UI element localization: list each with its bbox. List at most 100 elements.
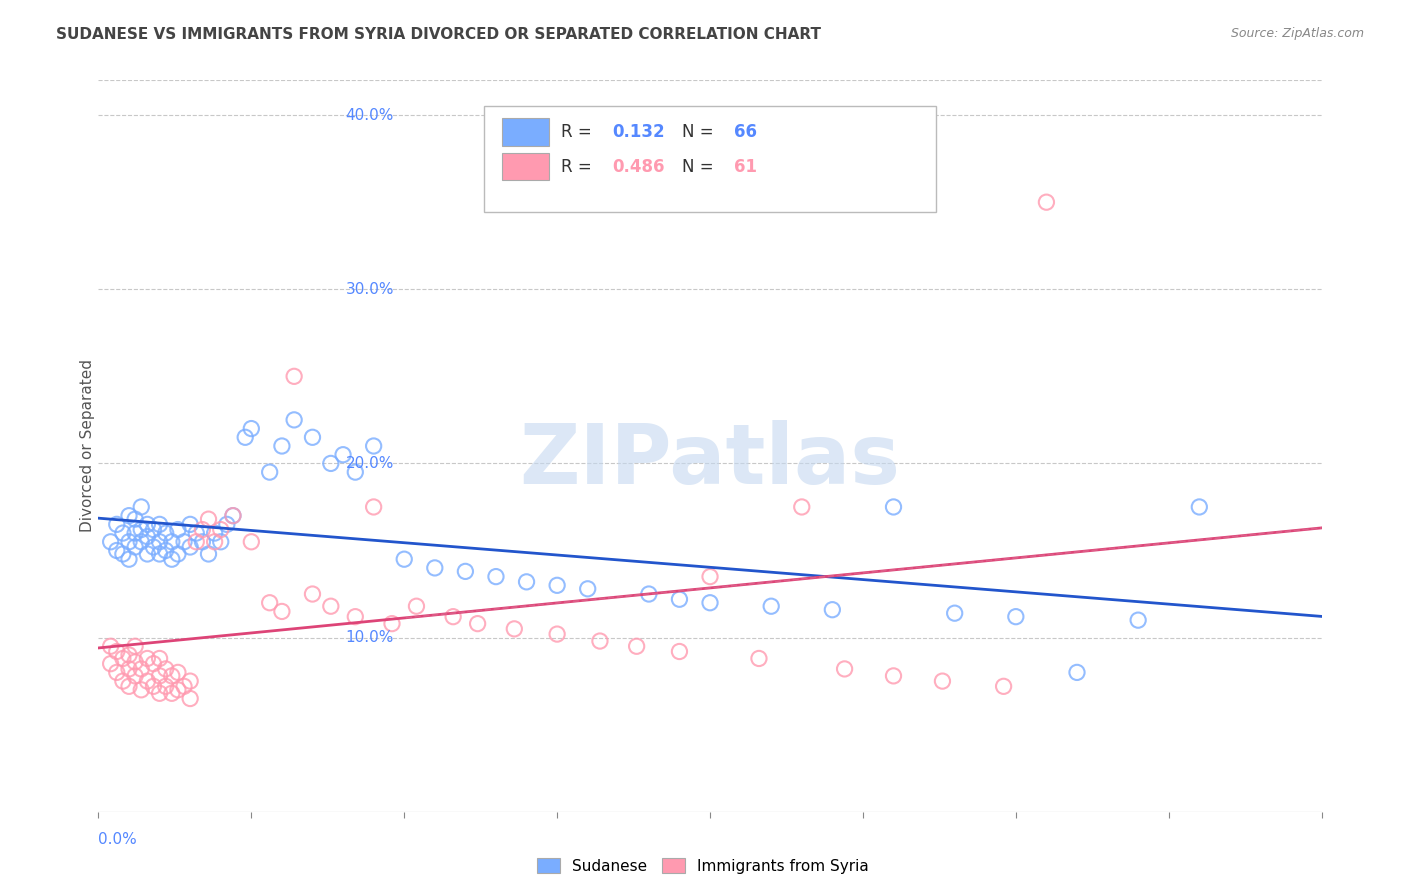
Point (209, 523, 232, 537)
Point (467, 616, 489, 631)
Point (149, 517, 172, 532)
Point (485, 569, 508, 583)
Point (363, 439, 385, 453)
Point (160, 534, 183, 549)
Point (405, 599, 427, 614)
Point (129, 523, 152, 537)
Point (699, 596, 721, 610)
Point (344, 465, 367, 479)
Text: 40.0%: 40.0% (346, 108, 394, 122)
Point (1035, 195, 1057, 210)
Point (111, 674, 134, 689)
Point (301, 430, 323, 444)
Point (124, 540, 146, 554)
Point (344, 609, 367, 624)
Point (167, 523, 190, 537)
Point (142, 679, 165, 693)
Point (637, 587, 661, 601)
Point (118, 508, 141, 523)
Point (179, 540, 201, 554)
Point (993, 679, 1015, 693)
Point (129, 682, 152, 697)
Text: 20.0%: 20.0% (346, 456, 394, 471)
Text: 61: 61 (734, 158, 758, 176)
Point (129, 662, 152, 676)
Point (270, 604, 292, 618)
Point (149, 669, 172, 683)
Point (142, 657, 165, 671)
Point (129, 534, 152, 549)
Text: 66: 66 (734, 123, 758, 141)
Point (155, 543, 177, 558)
Point (197, 512, 219, 526)
Point (883, 669, 905, 683)
Point (118, 662, 141, 676)
Point (136, 530, 159, 544)
Point (240, 534, 263, 549)
Point (118, 679, 141, 693)
Text: 0.132: 0.132 (612, 123, 665, 141)
Point (576, 582, 599, 596)
Point (186, 526, 208, 541)
Point (124, 669, 146, 683)
Point (149, 686, 172, 700)
Point (124, 640, 146, 654)
Point (160, 669, 183, 683)
Text: 30.0%: 30.0% (346, 282, 394, 297)
Point (179, 691, 201, 706)
Point (546, 578, 568, 592)
Point (883, 500, 905, 514)
Point (931, 674, 953, 689)
Point (105, 644, 128, 658)
Point (503, 622, 526, 636)
Point (160, 552, 183, 566)
Point (259, 596, 281, 610)
Point (283, 413, 305, 427)
Point (118, 552, 141, 566)
Point (167, 547, 190, 561)
Point (441, 609, 464, 624)
Point (319, 599, 342, 614)
Point (142, 540, 165, 554)
Point (155, 679, 177, 693)
Text: 0.486: 0.486 (612, 158, 665, 176)
Point (790, 500, 813, 514)
Point (821, 603, 844, 617)
Point (240, 421, 263, 435)
Point (124, 526, 146, 541)
Point (124, 512, 146, 526)
Text: 10.0%: 10.0% (346, 630, 394, 645)
Text: 0.0%: 0.0% (98, 832, 138, 847)
Point (748, 651, 770, 665)
Point (105, 665, 128, 680)
Point (392, 552, 416, 566)
Point (1004, 609, 1026, 624)
Point (546, 627, 568, 641)
Text: N =: N = (682, 158, 718, 176)
Point (319, 457, 342, 471)
Point (179, 674, 201, 689)
Point (118, 648, 141, 662)
Point (197, 547, 219, 561)
Text: R =: R = (561, 158, 596, 176)
Point (668, 644, 690, 658)
Y-axis label: Divorced or Separated: Divorced or Separated (80, 359, 94, 533)
Point (149, 547, 172, 561)
Point (270, 439, 292, 453)
Point (834, 662, 856, 676)
Bar (502, 119, 548, 146)
Point (759, 599, 782, 614)
Point (283, 369, 305, 384)
Point (136, 674, 159, 689)
Point (155, 526, 177, 541)
Point (100, 534, 122, 549)
Point (167, 682, 190, 697)
Point (1066, 665, 1088, 680)
Point (626, 640, 648, 654)
Point (222, 508, 245, 523)
Point (129, 500, 152, 514)
Point (100, 657, 122, 671)
Point (124, 655, 146, 669)
Point (111, 547, 134, 561)
Text: SUDANESE VS IMMIGRANTS FROM SYRIA DIVORCED OR SEPARATED CORRELATION CHART: SUDANESE VS IMMIGRANTS FROM SYRIA DIVORC… (56, 27, 821, 42)
